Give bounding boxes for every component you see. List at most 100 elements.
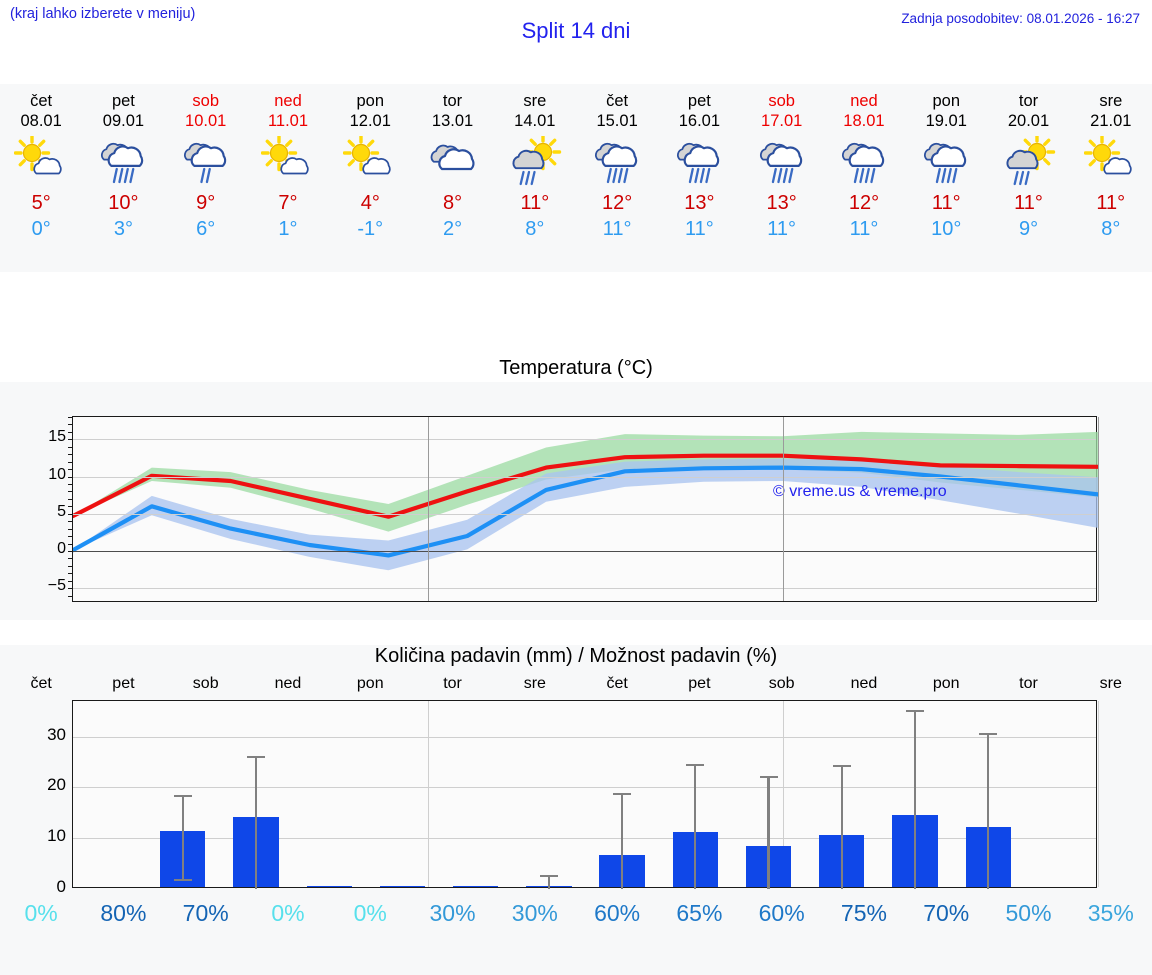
- precipitation-gridline: [73, 736, 1096, 738]
- precipitation-bar[interactable]: [306, 886, 352, 887]
- temperature-series-svg: [73, 431, 1098, 571]
- sun-cloud-icon: [1083, 134, 1138, 190]
- forecast-day-date: 10.01: [185, 112, 227, 130]
- forecast-day-date: 21.01: [1090, 112, 1132, 130]
- cloud-rain-heavy-icon: [755, 134, 809, 190]
- forecast-temp-min: 11°: [849, 218, 879, 240]
- forecast-day-column[interactable]: čet 08.01 5° 0°: [0, 84, 82, 272]
- forecast-day-column[interactable]: ned 18.01 12° 11°: [823, 84, 905, 272]
- temperature-axis-tick: [68, 454, 73, 456]
- forecast-day-name: sre: [523, 92, 547, 110]
- cloud-rain-heavy-icon: [96, 134, 150, 190]
- forecast-day-column[interactable]: tor 13.01 8° 2°: [411, 84, 493, 272]
- last-updated-label: Zadnja posodobitev: 08.01.2026 - 16:27: [901, 11, 1140, 26]
- forecast-day-column[interactable]: sre 21.01 11° 8°: [1070, 84, 1152, 272]
- precipitation-y-tick-label: 10: [47, 826, 66, 846]
- cloud-rain-heavy-icon: [590, 134, 644, 190]
- precipitation-gridline: [73, 787, 1096, 789]
- precipitation-day-label: pet: [688, 675, 711, 692]
- precipitation-day-label: tor: [443, 675, 462, 692]
- page-title: Split 14 dni: [521, 18, 631, 43]
- precipitation-gridline: [73, 838, 1096, 840]
- precipitation-probability-value: 30%: [429, 900, 476, 926]
- forecast-temp-max: 4°: [360, 192, 380, 214]
- daily-forecast-strip: čet 08.01 5° 0° pet 09.01 10° 3° sob 10.01 9° 6°…: [0, 84, 1152, 272]
- forecast-day-column[interactable]: pon 12.01 4° -1°: [329, 84, 411, 272]
- precipitation-day-label: sob: [768, 675, 795, 692]
- forecast-day-date: 18.01: [843, 112, 885, 130]
- forecast-temp-min: 8°: [1101, 218, 1121, 240]
- temperature-axis-tick: [68, 439, 73, 441]
- forecast-temp-min: -1°: [357, 218, 384, 240]
- precipitation-day-label: sre: [1099, 675, 1122, 692]
- forecast-day-name: pet: [687, 92, 711, 110]
- forecast-day-column[interactable]: sob 10.01 9° 6°: [165, 84, 247, 272]
- precipitation-error-cap: [539, 874, 558, 877]
- location-menu-hint[interactable]: (kraj lahko izberete v meniju): [10, 6, 196, 22]
- forecast-day-column[interactable]: pet 16.01 13° 11°: [658, 84, 740, 272]
- precipitation-error-bar: [694, 763, 697, 889]
- forecast-day-column[interactable]: sob 17.01 13° 11°: [741, 84, 823, 272]
- forecast-temp-max: 7°: [278, 192, 298, 214]
- precipitation-day-label: pon: [932, 675, 960, 692]
- cloud-rain-light-icon: [179, 134, 233, 190]
- temperature-axis-tick: [68, 521, 73, 523]
- forecast-day-column[interactable]: tor 20.01 11° 9°: [987, 84, 1069, 272]
- forecast-temp-min: 9°: [1018, 218, 1039, 240]
- forecast-day-date: 09.01: [102, 112, 145, 130]
- forecast-day-date: 20.01: [1007, 112, 1050, 130]
- precipitation-day-label: ned: [274, 675, 302, 692]
- precipitation-plot-area: 30 20 10 0: [47, 700, 1099, 896]
- forecast-day-column[interactable]: sre 14.01 11° 8°: [494, 84, 576, 272]
- temperature-y-tick-label: 0: [57, 539, 66, 557]
- precipitation-bar[interactable]: [379, 886, 426, 887]
- precipitation-probability-value: 60%: [594, 900, 641, 926]
- forecast-temp-max: 5°: [31, 192, 51, 214]
- sun-cloud-icon: [14, 134, 68, 190]
- temperature-axis-tick: [68, 491, 73, 493]
- temperature-axis-tick: [68, 580, 73, 582]
- precipitation-probability-value: 0%: [24, 900, 58, 926]
- precipitation-error-bar: [767, 775, 770, 889]
- forecast-day-name: sob: [192, 92, 219, 110]
- precipitation-probability-value: 80%: [100, 900, 147, 926]
- precipitation-probability-value: 70%: [182, 900, 229, 926]
- forecast-day-date: 12.01: [349, 112, 391, 130]
- precipitation-probability-value: 75%: [840, 900, 887, 926]
- temperature-plot-area: © vreme.us & vreme.pro 15 10 5 0 −5: [48, 416, 1099, 602]
- precipitation-probability-value: 30%: [511, 900, 558, 926]
- precipitation-day-labels: čet pet sob ned pon tor sre čet pet sob ned pon tor s…: [0, 675, 1152, 697]
- precipitation-day-separator: [1098, 701, 1099, 887]
- precipitation-probability-value: 0%: [271, 900, 305, 926]
- precipitation-day-separator: [782, 701, 784, 887]
- temperature-y-tick-label: 10: [48, 465, 66, 483]
- precipitation-error-cap: [247, 755, 265, 759]
- forecast-temp-min: 11°: [685, 218, 714, 240]
- forecast-day-date: 17.01: [761, 112, 803, 130]
- forecast-day-column[interactable]: ned 11.01 7° 1°: [247, 84, 329, 272]
- forecast-day-column[interactable]: čet 15.01 12° 11°: [576, 84, 658, 272]
- temperature-axis-tick: [68, 417, 73, 418]
- temperature-axis-tick: [68, 431, 73, 433]
- forecast-temp-max: 11°: [520, 192, 550, 214]
- precipitation-bar[interactable]: [453, 886, 499, 887]
- forecast-temp-min: 10°: [931, 218, 962, 240]
- precipitation-day-label: pet: [112, 675, 135, 692]
- forecast-temp-max: 12°: [848, 192, 880, 214]
- temperature-day-separator: [782, 417, 784, 601]
- precipitation-day-separator: [427, 701, 429, 887]
- forecast-day-name: tor: [1018, 92, 1039, 110]
- temperature-series-line: [73, 453, 1098, 519]
- temperature-axis-tick: [68, 484, 73, 485]
- forecast-temp-max: 9°: [196, 192, 216, 214]
- forecast-day-column[interactable]: pon 19.01 11° 10°: [905, 84, 987, 272]
- forecast-temp-max: 12°: [601, 192, 633, 214]
- precipitation-chart-title: Količina padavin (mm) / Možnost padavin …: [374, 645, 778, 667]
- forecast-day-date: 13.01: [431, 112, 474, 130]
- forecast-temp-min: 6°: [196, 218, 216, 240]
- cloud-rain-heavy-icon: [919, 134, 973, 190]
- temperature-axis-tick: [68, 536, 73, 537]
- temperature-axis-tick: [68, 565, 73, 567]
- precipitation-probability-value: 65%: [676, 900, 723, 926]
- forecast-day-column[interactable]: pet 09.01 10° 3°: [82, 84, 164, 272]
